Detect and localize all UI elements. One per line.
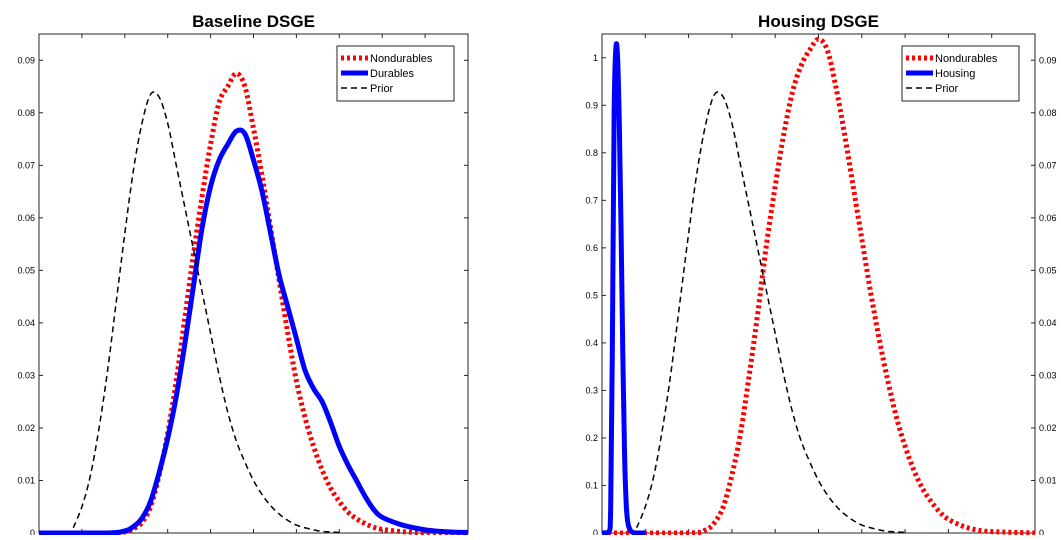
legend-label-housing: Housing	[935, 68, 975, 80]
y2-tick-label: 0.06	[1039, 213, 1057, 223]
y-tick-label: 1	[593, 53, 598, 63]
y-tick-label: 0.5	[585, 290, 598, 300]
plot-frame	[38, 33, 469, 534]
series-line-durables	[39, 127, 468, 536]
y-tick-label: 0.6	[585, 243, 598, 253]
y-tick-label: 0.06	[17, 213, 35, 223]
baseline-dsge-panel: Baseline DSGE 05101520253035404550 00.01…	[17, 12, 473, 540]
y-tick-label: 0.04	[17, 318, 35, 328]
y-tick-label: 0	[30, 528, 35, 535]
chart-title: Baseline DSGE	[192, 12, 315, 31]
y2-tick-label: 0.05	[1039, 265, 1057, 275]
chart-title: Housing DSGE	[758, 12, 879, 31]
y2-tick-label: 0.08	[1039, 108, 1057, 118]
y2-tick-label: 0.09	[1039, 55, 1057, 65]
series-line-prior	[72, 91, 340, 534]
legend: Nondurables Durables Prior	[336, 45, 455, 102]
y2-tick-label: 0	[1039, 528, 1044, 535]
series-line-nondurables	[602, 36, 1035, 536]
y-tick-label: 0.3	[585, 385, 598, 395]
legend: Nondurables Housing Prior	[901, 45, 1020, 102]
axis-ticks	[38, 34, 469, 534]
y-tick-label: 0.03	[17, 370, 35, 380]
right-y-axis-tick-labels: 0 0.01 0.02 0.03 0.04 0.05 0.06 0.07 0.08 0.09	[1039, 55, 1057, 538]
left-y-axis-tick-labels: 0 0.1 0.2 0.3 0.4 0.5 0.6 0.7 0.8 0.9 1	[585, 53, 598, 538]
y-tick-label: 0.7	[585, 195, 598, 205]
y-tick-label: 0.8	[585, 148, 598, 158]
legend-label-prior: Prior	[935, 83, 959, 95]
series-line-nondurables	[39, 70, 468, 536]
series-line-prior	[635, 91, 906, 534]
legend-label-nondurables: Nondurables	[370, 53, 433, 65]
y-tick-label: 0.05	[17, 265, 35, 275]
y2-tick-label: 0.07	[1039, 160, 1057, 170]
y-axis-tick-labels: 0 0.01 0.02 0.03 0.04 0.05 0.06 0.07 0.08 0.09	[17, 55, 35, 538]
series-line-housing	[602, 41, 646, 536]
y-tick-label: 0.4	[585, 338, 598, 348]
y-tick-label: 0.01	[17, 475, 35, 485]
y-tick-label: 0	[593, 528, 598, 535]
y2-tick-label: 0.01	[1039, 475, 1057, 485]
plot-frame	[601, 33, 1036, 534]
y-tick-label: 0.02	[17, 423, 35, 433]
y2-tick-label: 0.04	[1039, 318, 1057, 328]
legend-label-prior: Prior	[370, 83, 394, 95]
y-tick-label: 0.2	[585, 433, 598, 443]
y-tick-label: 0.1	[585, 480, 598, 490]
y-tick-label: 0.07	[17, 160, 35, 170]
housing-dsge-panel: Housing DSGE 05101520253035404550 00.10.…	[585, 12, 1057, 540]
y-tick-label: 0.09	[17, 55, 35, 65]
legend-label-durables: Durables	[370, 68, 415, 80]
y-tick-label: 0.08	[17, 108, 35, 118]
y2-tick-label: 0.03	[1039, 370, 1057, 380]
legend-label-nondurables: Nondurables	[935, 53, 998, 65]
y2-tick-label: 0.02	[1039, 423, 1057, 433]
y-tick-label: 0.9	[585, 100, 598, 110]
axis-ticks	[601, 34, 1036, 534]
